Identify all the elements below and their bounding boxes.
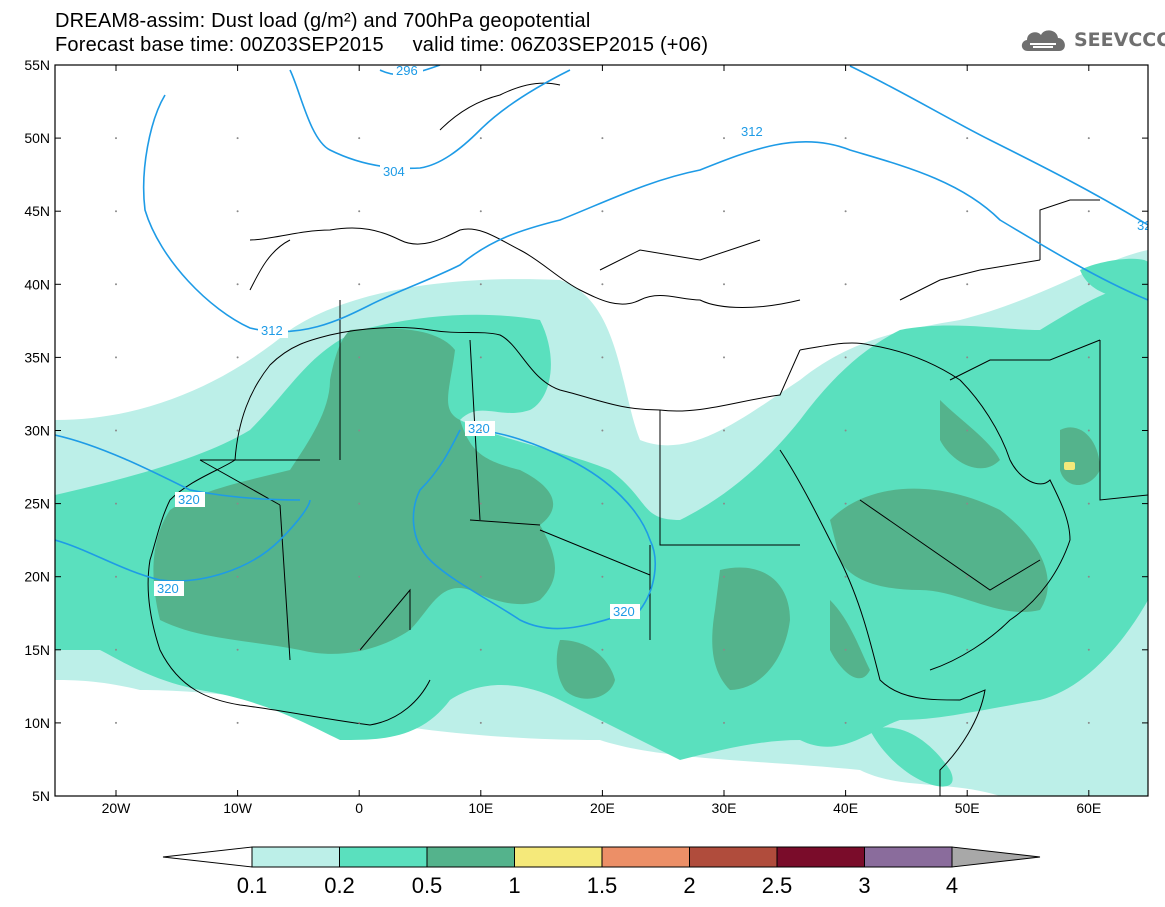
colorbar-label: 0.1 xyxy=(237,873,268,898)
dust-shading-level-4 xyxy=(1064,462,1075,470)
coastlines-and-borders xyxy=(147,82,1148,796)
colorbar-swatch xyxy=(601,846,690,868)
colorbar-swatch xyxy=(426,846,515,868)
longitude-label: 60E xyxy=(1076,800,1101,816)
latitude-axis: 55N 50N 45N 40N 35N 30N 25N 20N 15N 10N 5N xyxy=(24,57,1148,804)
latitude-label: 15N xyxy=(24,642,50,658)
colorbar-label: 1.5 xyxy=(587,873,618,898)
dust-shading-level-3 xyxy=(153,328,1100,699)
longitude-label: 30E xyxy=(712,800,737,816)
latitude-label: 20N xyxy=(24,569,50,585)
colorbar-swatch xyxy=(251,846,340,868)
colorbar-label: 4 xyxy=(946,873,958,898)
colorbar: 0.1 0.2 0.5 1 1.5 2 2.5 3 4 xyxy=(162,846,1041,898)
contour-label: 320 xyxy=(178,492,200,507)
cloud-icon xyxy=(1021,30,1065,51)
latitude-label: 10N xyxy=(24,715,50,731)
colorbar-swatch xyxy=(864,846,953,868)
latitude-label: 5N xyxy=(32,788,50,804)
logo-text: SEEVCCC xyxy=(1074,29,1165,51)
colorbar-over-arrow xyxy=(951,846,1041,868)
contour-labels: 296 304 312 312 320 320 320 320 32 xyxy=(154,63,1151,619)
longitude-label: 40E xyxy=(833,800,858,816)
colorbar-label: 2 xyxy=(683,873,695,898)
colorbar-swatch xyxy=(339,846,428,868)
colorbar-label: 0.2 xyxy=(324,873,355,898)
colorbar-under-arrow xyxy=(162,846,253,868)
colorbar-swatch xyxy=(514,846,603,868)
contour-label: 304 xyxy=(383,164,405,179)
longitude-axis: 20W 10W 0 10E 20E 30E 40E 50E 60E xyxy=(102,65,1101,816)
colorbar-label: 0.5 xyxy=(412,873,443,898)
colorbar-label: 3 xyxy=(858,873,870,898)
contour-label: 312 xyxy=(741,124,763,139)
seevccc-logo: SEEVCCC xyxy=(1018,25,1165,55)
contour-label: 312 xyxy=(261,323,283,338)
contour-label: 296 xyxy=(396,63,418,78)
longitude-label: 10E xyxy=(468,800,493,816)
longitude-label: 10W xyxy=(223,800,253,816)
contour-label: 320 xyxy=(613,604,635,619)
latitude-label: 35N xyxy=(24,349,50,365)
contour-label: 320 xyxy=(157,581,179,596)
longitude-label: 50E xyxy=(955,800,980,816)
longitude-label: 20W xyxy=(102,800,132,816)
colorbar-swatch xyxy=(776,846,865,868)
latitude-label: 55N xyxy=(24,57,50,73)
latitude-label: 50N xyxy=(24,130,50,146)
contour-label: 320 xyxy=(468,421,490,436)
latitude-label: 45N xyxy=(24,203,50,219)
latitude-label: 30N xyxy=(24,423,50,439)
longitude-label: 20E xyxy=(590,800,615,816)
map-title-line-1: DREAM8-assim: Dust load (g/m²) and 700hP… xyxy=(55,10,591,32)
colorbar-swatch xyxy=(689,846,778,868)
contour-label: 32 xyxy=(1137,218,1151,233)
longitude-label: 0 xyxy=(355,800,363,816)
map-title-line-2: Forecast base time: 00Z03SEP2015 valid t… xyxy=(55,34,709,56)
latitude-label: 25N xyxy=(24,496,50,512)
latitude-label: 40N xyxy=(24,276,50,292)
colorbar-label: 2.5 xyxy=(762,873,793,898)
colorbar-label: 1 xyxy=(508,873,520,898)
